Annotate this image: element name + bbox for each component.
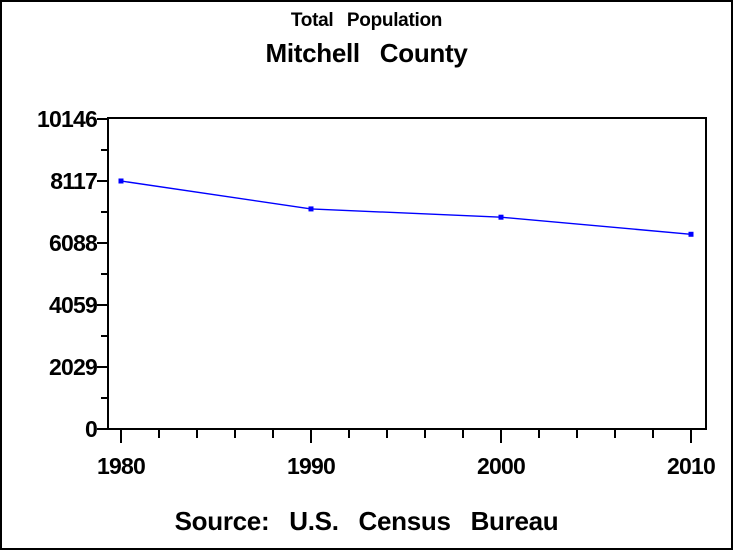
data-point-2010: [688, 231, 694, 237]
x-axis-label-2010: 2010: [667, 453, 716, 479]
y-axis-label-2029: 2029: [49, 354, 98, 380]
x-axis-label-1980: 1980: [97, 453, 146, 479]
data-point-1990: [308, 206, 314, 212]
data-point-1980: [118, 178, 124, 184]
source-note: Source: U.S. Census Bureau: [174, 506, 559, 536]
data-point-2000: [498, 214, 504, 220]
y-axis-label-4059: 4059: [49, 292, 98, 318]
y-axis-label-6088: 6088: [49, 230, 98, 256]
x-axis-label-1990: 1990: [287, 453, 336, 479]
population-line: [120, 180, 692, 235]
y-axis-label-0: 0: [85, 416, 98, 442]
plot-frame: [107, 117, 707, 430]
chart-subtitle: Mitchell County: [265, 38, 468, 68]
y-axis-label-10146: 10146: [37, 106, 98, 132]
x-axis-label-2000: 2000: [477, 453, 526, 479]
y-axis-label-8117: 8117: [50, 168, 98, 194]
chart-title: Total Population: [290, 10, 443, 31]
